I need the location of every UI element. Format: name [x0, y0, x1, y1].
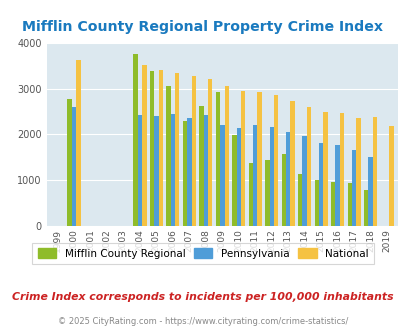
Bar: [285, 132, 290, 226]
Bar: [220, 125, 224, 226]
Text: Mifflin County Regional Property Crime Index: Mifflin County Regional Property Crime I…: [22, 20, 383, 34]
Bar: [281, 154, 285, 226]
Bar: [257, 92, 261, 226]
Bar: [252, 125, 257, 226]
Bar: [224, 86, 228, 226]
Bar: [72, 107, 76, 226]
Bar: [330, 182, 335, 226]
Bar: [356, 118, 360, 226]
Bar: [236, 128, 241, 226]
Bar: [175, 73, 179, 226]
Legend: Mifflin County Regional, Pennsylvania, National: Mifflin County Regional, Pennsylvania, N…: [32, 243, 373, 264]
Bar: [166, 86, 170, 226]
Bar: [264, 160, 269, 226]
Bar: [158, 70, 163, 226]
Bar: [170, 114, 175, 226]
Bar: [318, 143, 323, 226]
Bar: [273, 95, 278, 226]
Bar: [290, 101, 294, 226]
Bar: [207, 79, 212, 226]
Bar: [347, 183, 351, 226]
Text: Crime Index corresponds to incidents per 100,000 inhabitants: Crime Index corresponds to incidents per…: [12, 292, 393, 302]
Bar: [203, 115, 207, 226]
Bar: [314, 180, 318, 226]
Bar: [248, 163, 252, 226]
Bar: [363, 190, 368, 226]
Bar: [306, 107, 311, 226]
Bar: [351, 150, 356, 226]
Bar: [388, 126, 393, 226]
Bar: [335, 145, 339, 226]
Bar: [187, 118, 191, 226]
Bar: [149, 71, 154, 226]
Bar: [133, 54, 137, 226]
Bar: [198, 106, 203, 226]
Bar: [232, 135, 236, 226]
Bar: [302, 136, 306, 226]
Bar: [76, 60, 80, 226]
Bar: [269, 127, 273, 226]
Bar: [191, 76, 196, 226]
Bar: [323, 112, 327, 226]
Bar: [339, 114, 343, 226]
Text: © 2025 CityRating.com - https://www.cityrating.com/crime-statistics/: © 2025 CityRating.com - https://www.city…: [58, 317, 347, 326]
Bar: [67, 99, 72, 226]
Bar: [297, 174, 302, 226]
Bar: [215, 92, 220, 226]
Bar: [368, 157, 372, 226]
Bar: [182, 121, 187, 226]
Bar: [137, 115, 142, 226]
Bar: [142, 65, 146, 226]
Bar: [241, 90, 245, 226]
Bar: [154, 116, 158, 226]
Bar: [372, 117, 376, 226]
